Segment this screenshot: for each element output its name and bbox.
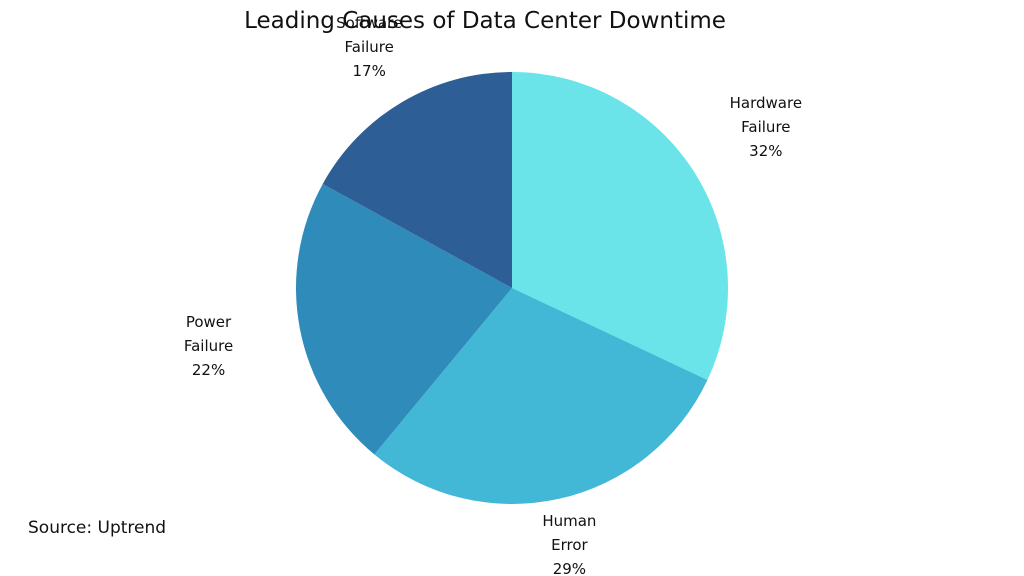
slice-category: Power Failure <box>183 312 234 355</box>
slice-value: 17% <box>352 61 386 80</box>
slice-label: Hardware Failure 32% <box>711 91 821 163</box>
slice-category: Hardware Failure <box>729 93 803 136</box>
pie-slice <box>296 183 512 455</box>
slice-label: Power Failure 22% <box>154 310 264 382</box>
chart-title: Leading Causes of Data Center Downtime <box>244 8 726 34</box>
slice-label: Software Failure 17% <box>314 11 424 83</box>
slice-value: 22% <box>191 360 226 379</box>
slice-value: 32% <box>749 141 783 160</box>
source-note: Source: Uptrend <box>28 518 167 538</box>
pie-slice <box>512 72 728 380</box>
slice-category: Software Failure <box>336 13 403 56</box>
slice-category: Human Error <box>542 511 597 554</box>
slice-label: Human Error 29% <box>514 509 624 576</box>
slice-value: 29% <box>552 559 587 576</box>
pie-slice <box>322 72 512 288</box>
pie-slice <box>374 288 708 504</box>
